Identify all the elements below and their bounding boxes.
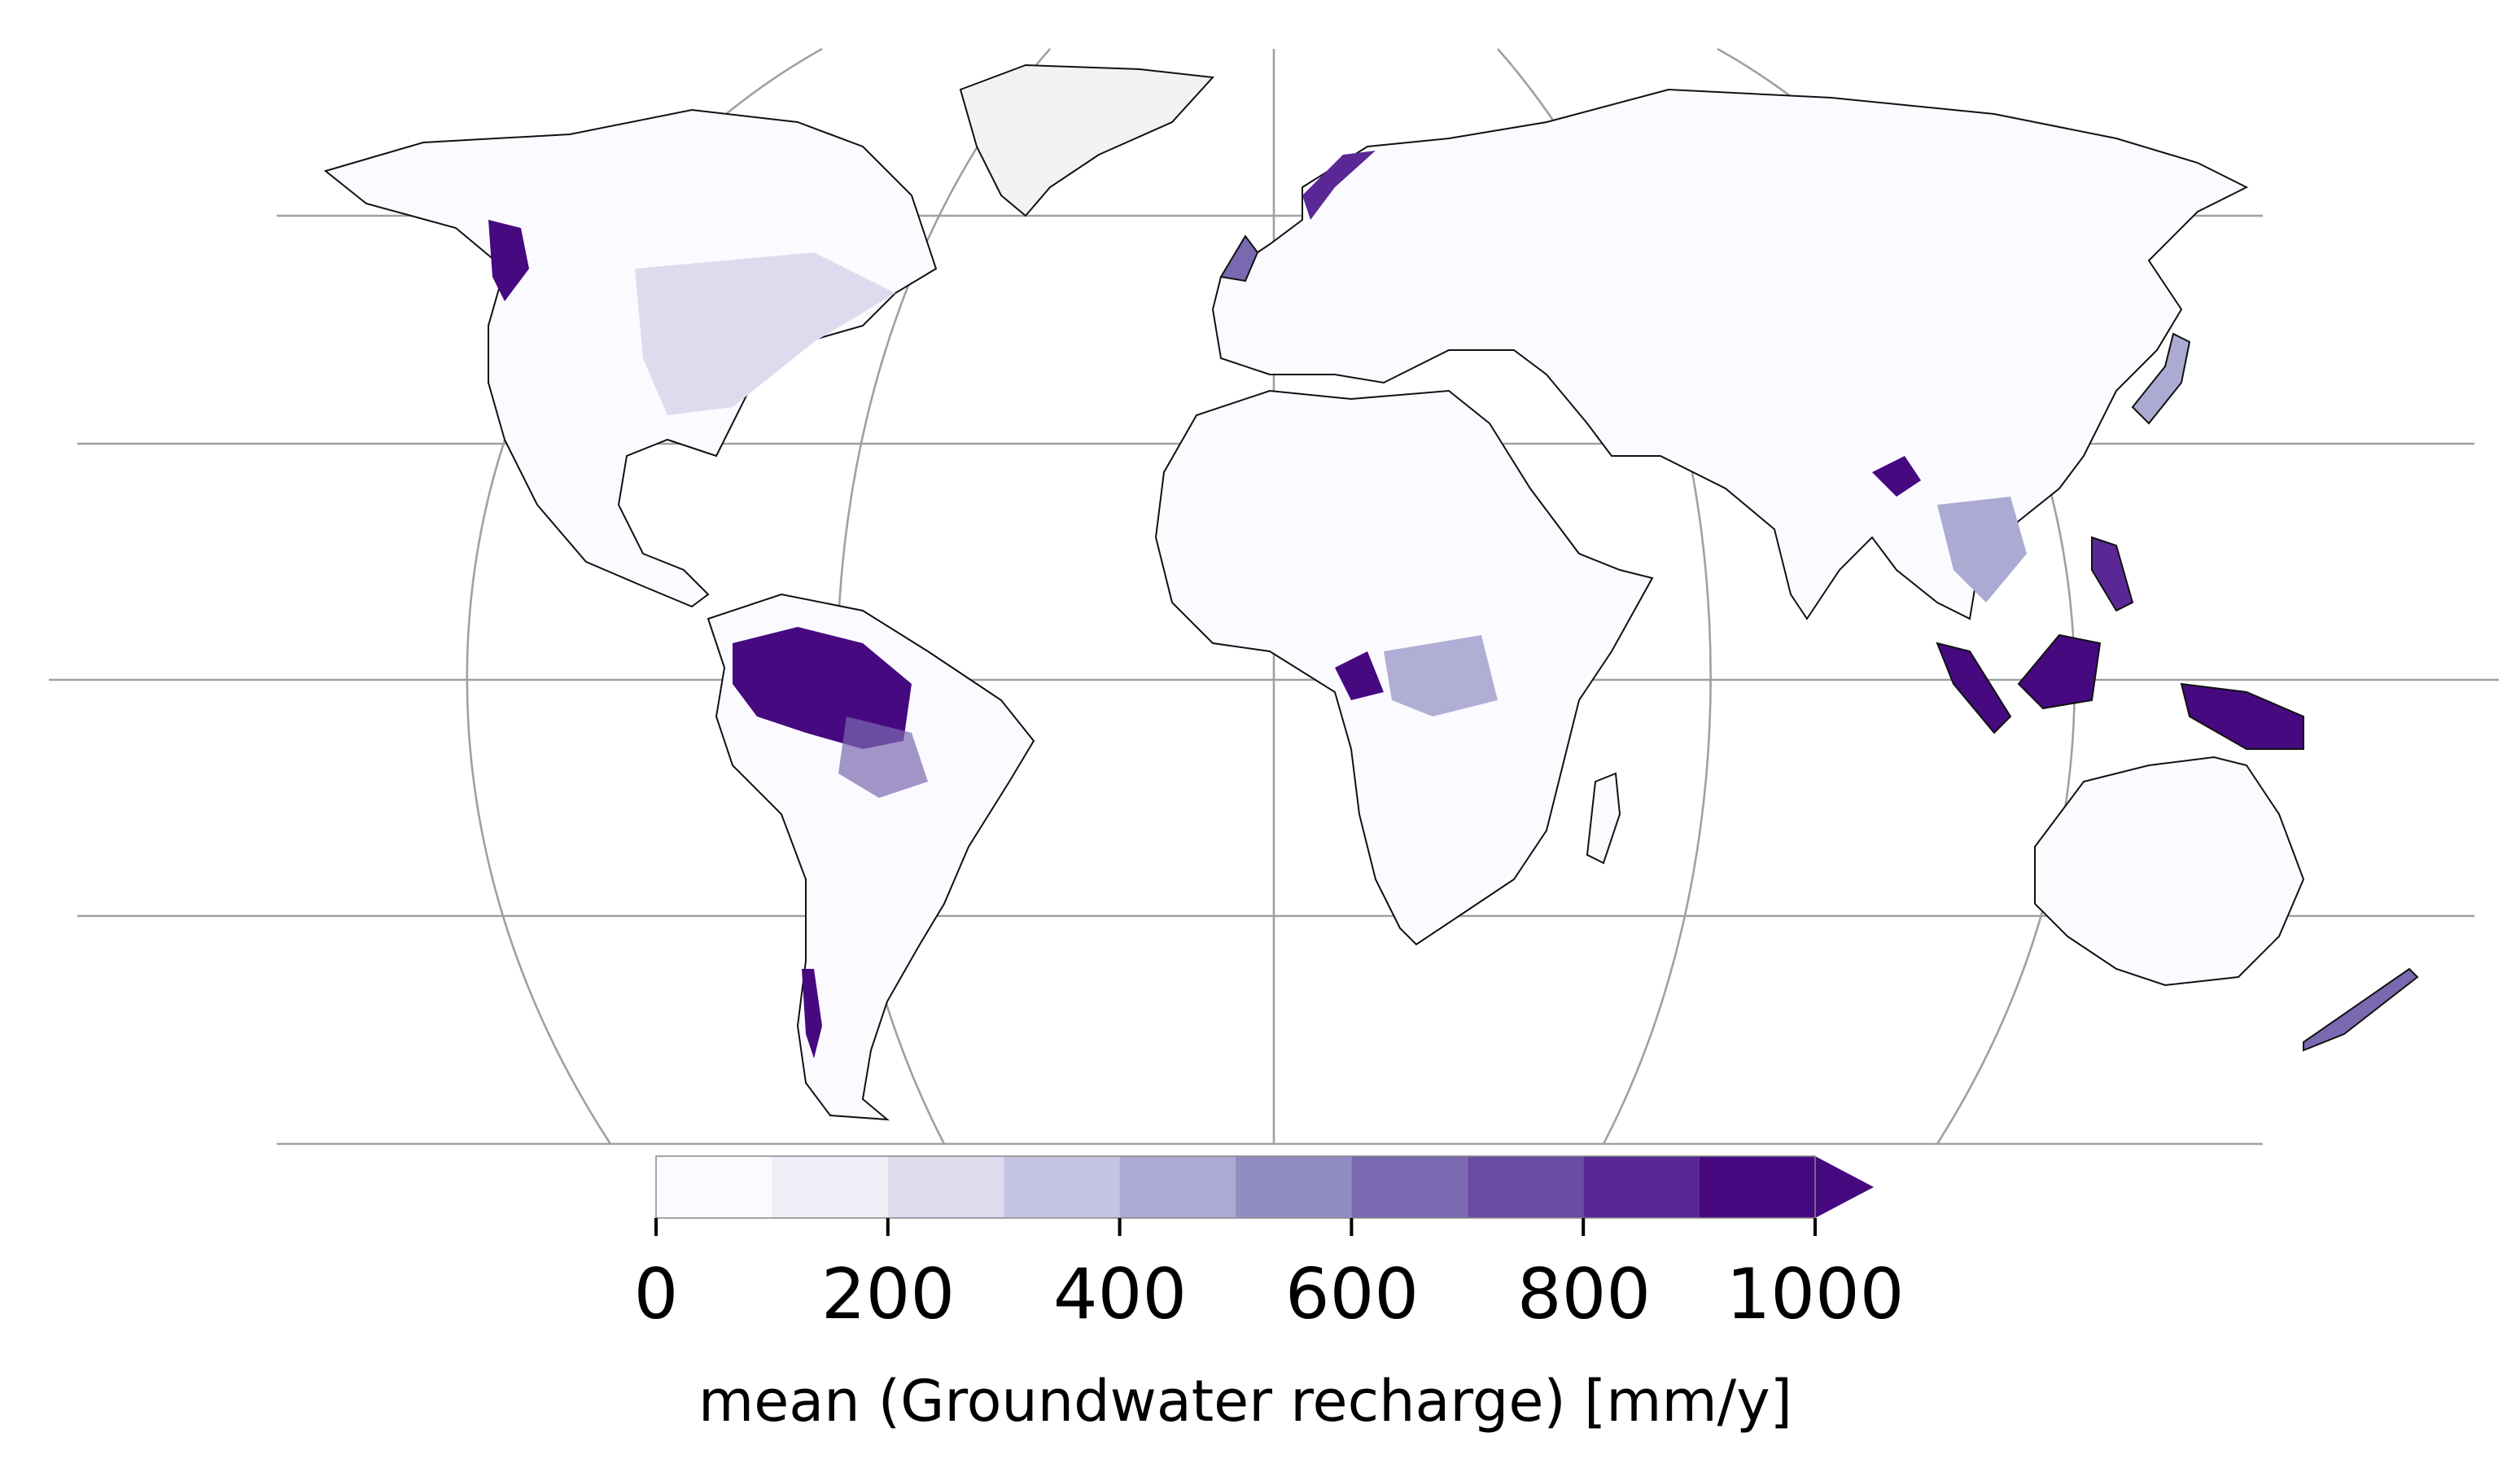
amazon-high-recharge [733, 627, 912, 749]
colorbar-tick-label: 400 [1052, 1254, 1188, 1335]
colorbar-tick-label: 800 [1516, 1254, 1652, 1335]
eurasia [1211, 88, 2249, 620]
colorbar-tick-label: 600 [1284, 1254, 1420, 1335]
colorbar-cell [1699, 1156, 1815, 1218]
norway-recharge [1302, 151, 1376, 220]
colorbar-cell [887, 1156, 1004, 1218]
west-africa-recharge [1335, 651, 1384, 700]
central-africa-recharge [1384, 635, 1498, 716]
japan [2131, 332, 2191, 425]
greenland [959, 64, 1215, 217]
colorbar-tick-label: 0 [633, 1254, 679, 1335]
colorbar-cell [1004, 1156, 1120, 1218]
colorbar-cell [772, 1156, 888, 1218]
philippines [2091, 536, 2134, 612]
colorbar-frame [655, 1155, 1816, 1219]
australia [2034, 756, 2305, 987]
colorbar-cell [1236, 1156, 1352, 1218]
colorbar-tick-label: 200 [820, 1254, 956, 1335]
madagascar [1586, 772, 1621, 865]
recharge-hotspots [488, 151, 2027, 1058]
sumatra [1936, 642, 2012, 734]
borneo [2017, 633, 2102, 710]
pacific-northwest-recharge [488, 220, 529, 301]
patagonia-recharge [802, 969, 822, 1058]
colorbar-cell [656, 1156, 772, 1218]
colorbar-cell [1351, 1156, 1468, 1218]
eastern-us-recharge [635, 252, 895, 415]
colorbar-cell [1119, 1156, 1236, 1218]
colorbar-cell [1467, 1156, 1584, 1218]
colorbar-extend-arrow [1815, 1156, 1874, 1218]
north-america [323, 108, 938, 608]
land-masses [323, 64, 2419, 1121]
amazon-mid-recharge [838, 716, 928, 798]
uk [1219, 234, 1259, 283]
colorbar-tick-label: 1000 [1726, 1254, 1905, 1335]
southeast-asia-recharge [1937, 497, 2027, 602]
new-guinea [2180, 682, 2304, 750]
colorbar-cell [1583, 1156, 1700, 1218]
colorbar-title: mean (Groundwater recharge) [mm/y] [698, 1368, 1792, 1435]
new-zealand [2303, 967, 2419, 1052]
colorbar [654, 1155, 1874, 1236]
himalaya-recharge [1872, 456, 1921, 497]
